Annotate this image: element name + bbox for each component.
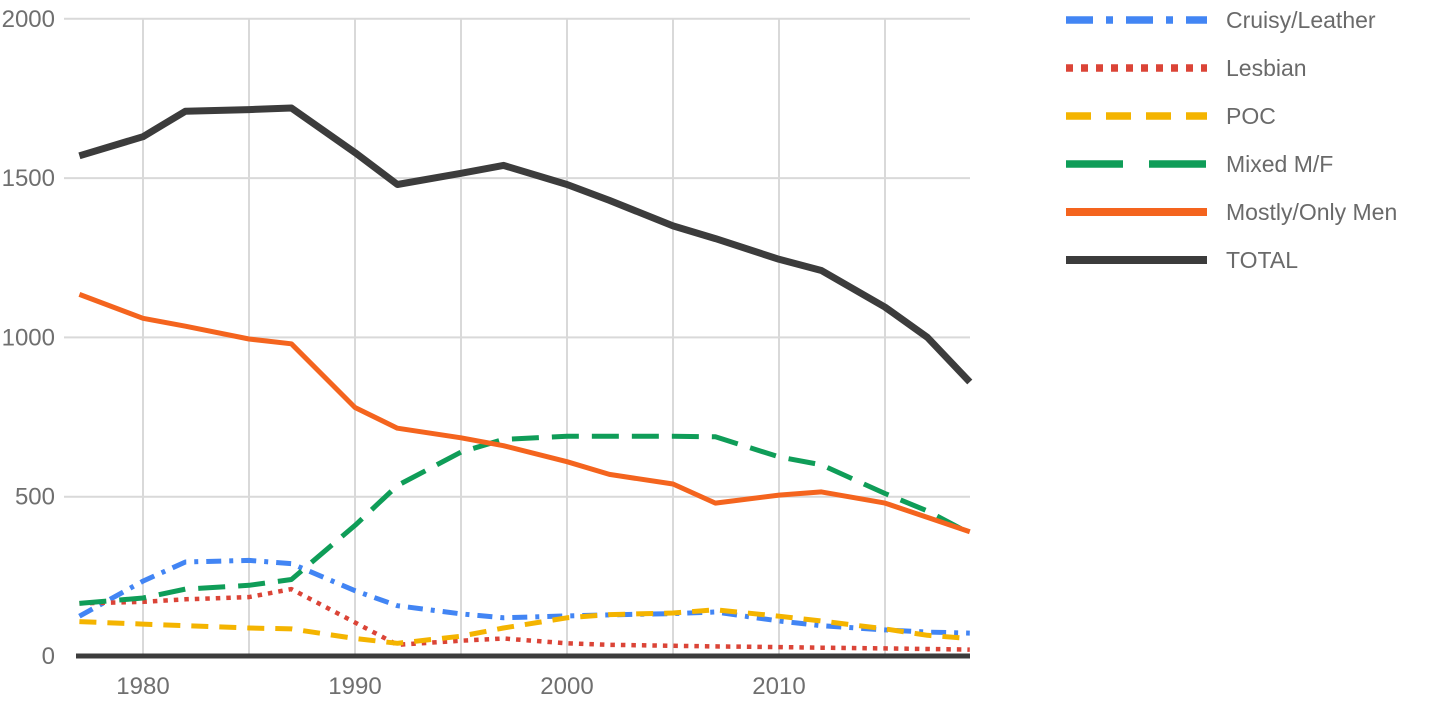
- y-tick-label-0: 0: [42, 643, 55, 670]
- legend-label-lesbian: Lesbian: [1226, 54, 1307, 81]
- series-line-cruisy-leather: [78, 557, 970, 636]
- legend-swatch-cruisy-leather: [1066, 16, 1207, 24]
- legend-swatch-mostly-only-men: [1066, 208, 1207, 216]
- legend-label-mostly-only-men: Mostly/Only Men: [1226, 198, 1398, 225]
- legend-swatch-poc: [1066, 112, 1207, 120]
- legend-swatch-total: [1066, 256, 1207, 264]
- y-tick-label-1500: 1500: [2, 165, 55, 192]
- x-tick-label-1980: 1980: [116, 673, 169, 700]
- y-tick-label-1000: 1000: [2, 324, 55, 351]
- legend-label-poc: POC: [1226, 102, 1276, 129]
- legend-swatch-mixed-m-f: [1066, 160, 1207, 168]
- series-line-total: [78, 104, 973, 385]
- series-line-lesbian: [79, 586, 970, 652]
- legend-item-total: TOTAL: [1066, 236, 1397, 284]
- y-tick-label-2000: 2000: [2, 6, 55, 33]
- legend-item-mixed-m-f: Mixed M/F: [1066, 140, 1397, 188]
- series-line-mostly-only-men: [78, 292, 971, 535]
- legend-label-total: TOTAL: [1226, 246, 1298, 273]
- legend-label-mixed-m-f: Mixed M/F: [1226, 150, 1334, 177]
- x-tick-label-2000: 2000: [540, 673, 593, 700]
- y-tick-label-500: 500: [15, 484, 55, 511]
- x-tick-label-1990: 1990: [328, 673, 381, 700]
- legend-item-lesbian: Lesbian: [1066, 44, 1397, 92]
- legend-label-cruisy-leather: Cruisy/Leather: [1226, 6, 1376, 33]
- legend-item-cruisy-leather: Cruisy/Leather: [1066, 0, 1397, 44]
- series-line-mixed-m-f: [79, 433, 971, 606]
- legend-item-poc: POC: [1066, 92, 1397, 140]
- series-line-poc: [79, 607, 970, 646]
- legend-swatch-lesbian: [1066, 64, 1207, 72]
- legend-item-mostly-only-men: Mostly/Only Men: [1066, 188, 1397, 236]
- x-tick-label-2010: 2010: [752, 673, 805, 700]
- chart-legend: Cruisy/Leather Lesbian POC Mixed M/F Mostly/…: [1066, 0, 1397, 284]
